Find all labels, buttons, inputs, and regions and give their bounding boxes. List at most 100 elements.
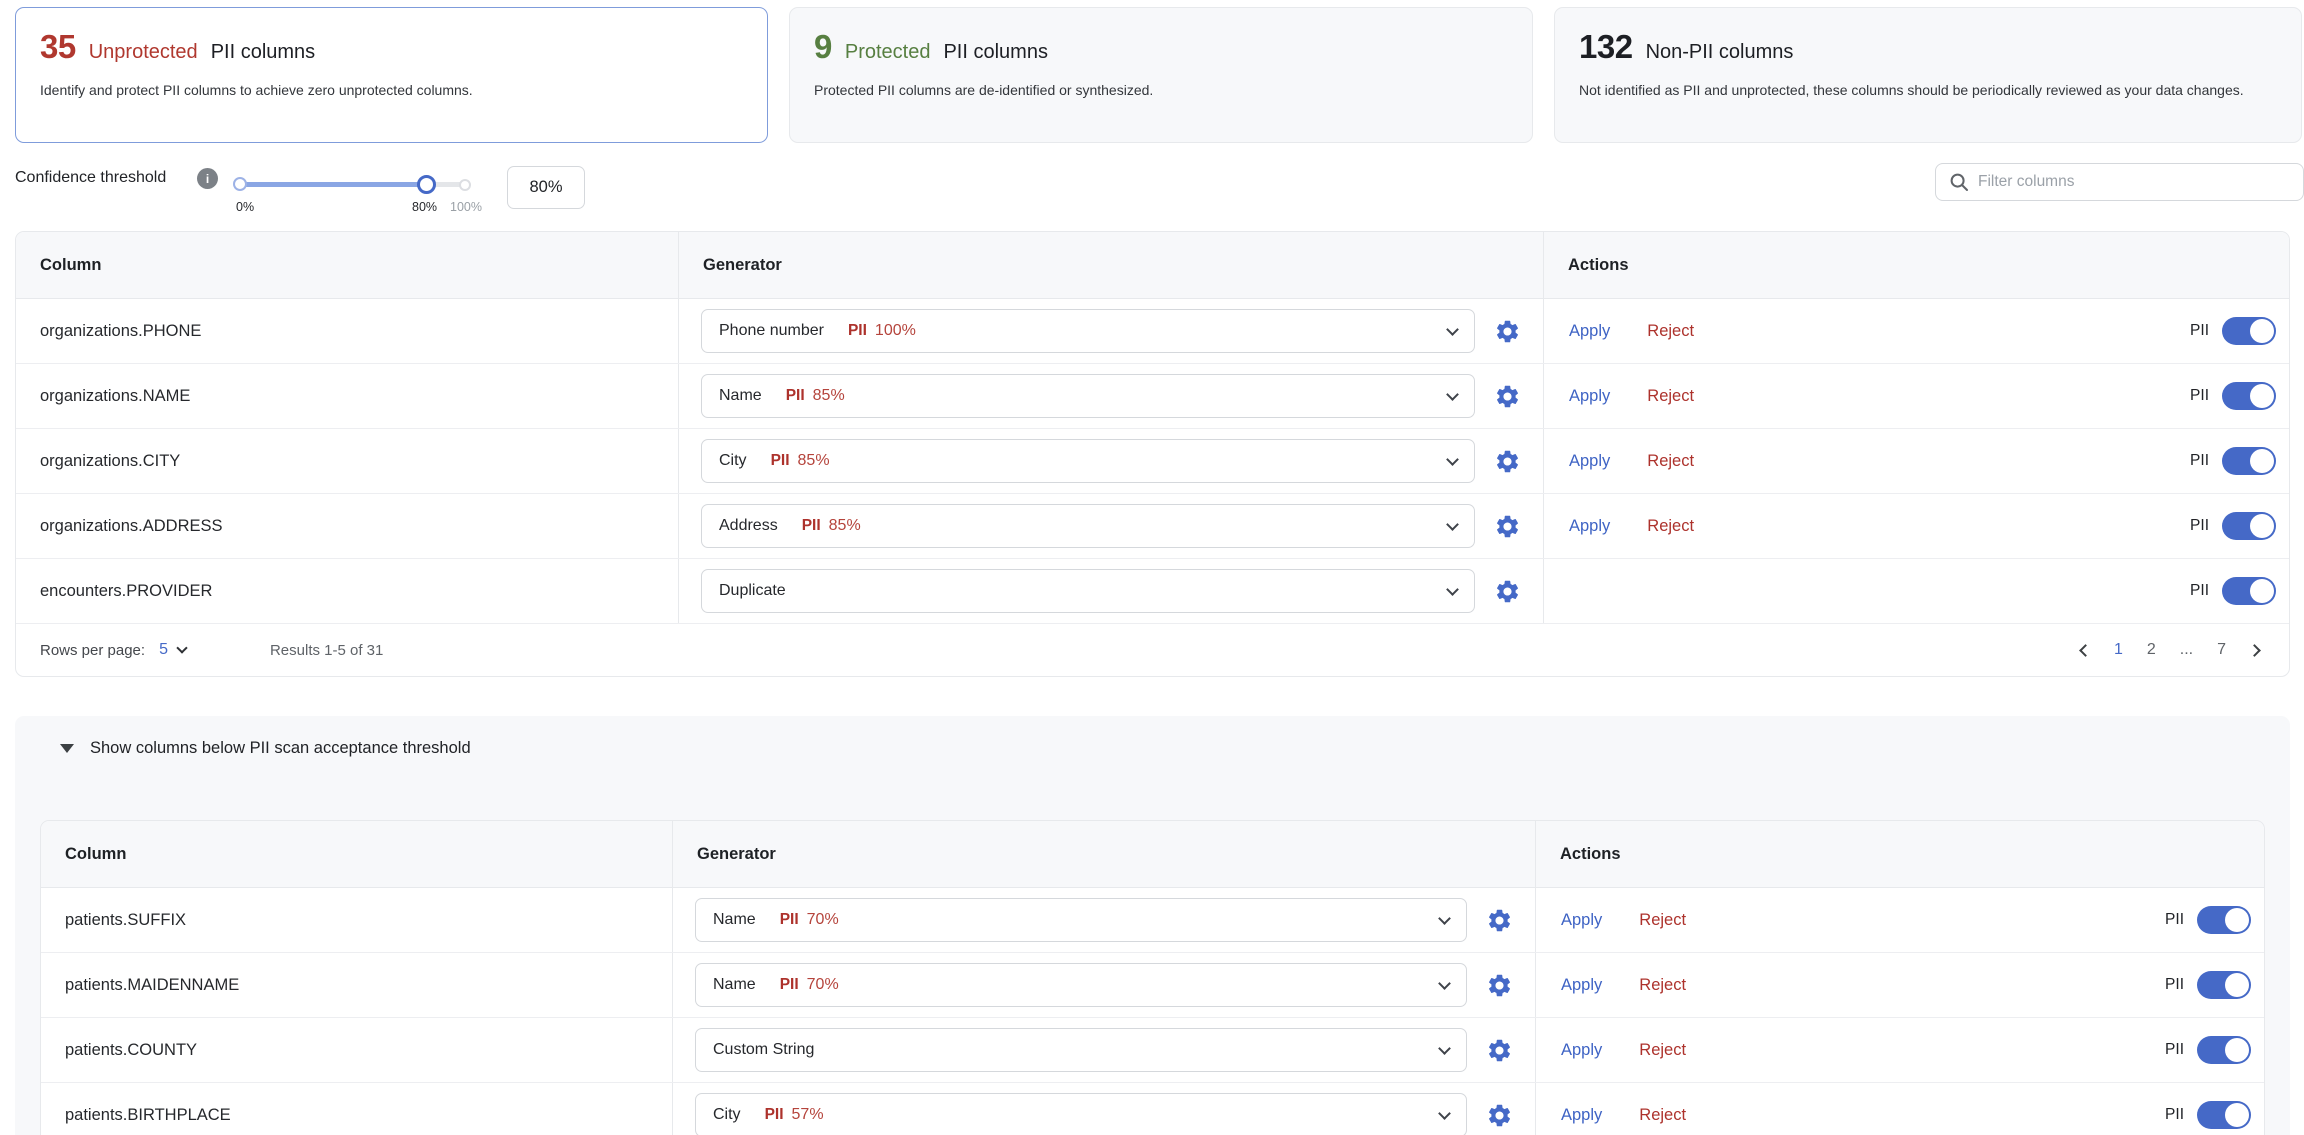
chevron-down-icon <box>1438 977 1451 990</box>
chevron-down-icon[interactable] <box>176 642 188 654</box>
header-actions: Actions <box>1543 232 2289 298</box>
card-unprotected-pii[interactable]: 35 Unprotected PII columns Identify and … <box>15 7 768 143</box>
rows-per-page-select[interactable]: 5 <box>159 641 168 658</box>
card-title-rest: Non-PII columns <box>1645 41 1794 63</box>
generator-pii-badge: PII <box>847 322 867 339</box>
below-threshold-table: Column Generator Actions patients.SUFFIX… <box>40 820 2265 1135</box>
generator-select[interactable]: Name PII 70% <box>695 898 1467 942</box>
gear-icon[interactable] <box>1486 907 1513 934</box>
table-row: organizations.PHONE Phone number PII 100… <box>16 299 2289 364</box>
generator-value: City <box>713 1106 741 1123</box>
column-name: patients.BIRTHPLACE <box>65 1105 231 1124</box>
reject-button[interactable]: Reject <box>1639 1040 1687 1059</box>
generator-select[interactable]: City PII 85% <box>701 439 1475 483</box>
gear-icon[interactable] <box>1494 513 1521 540</box>
chevron-down-icon <box>1438 1042 1451 1055</box>
pii-toggle[interactable] <box>2222 447 2276 475</box>
filter-columns-box <box>1935 163 2304 201</box>
page-button-2[interactable]: 2 <box>2146 641 2156 658</box>
info-icon[interactable]: i <box>197 168 218 189</box>
apply-button[interactable]: Apply <box>1561 910 1603 929</box>
table-row: patients.BIRTHPLACE City PII 57% Apply R… <box>41 1083 2264 1135</box>
apply-button[interactable]: Apply <box>1569 516 1611 535</box>
reject-button[interactable]: Reject <box>1647 451 1695 470</box>
generator-select[interactable]: City PII 57% <box>695 1093 1467 1135</box>
threshold-toolbar: Confidence threshold i 0% 80% 100% 80% <box>0 143 2304 231</box>
reject-button[interactable]: Reject <box>1639 910 1687 929</box>
next-page-icon[interactable] <box>2248 643 2261 657</box>
card-protected-pii[interactable]: 9 Protected PII columns Protected PII co… <box>789 7 1533 143</box>
table-row: patients.SUFFIX Name PII 70% Apply Rejec… <box>41 888 2264 953</box>
apply-button[interactable]: Apply <box>1569 386 1611 405</box>
gear-icon[interactable] <box>1494 318 1521 345</box>
reject-button[interactable]: Reject <box>1647 321 1695 340</box>
generator-select[interactable]: Name PII 70% <box>695 963 1467 1007</box>
reject-button[interactable]: Reject <box>1639 1105 1687 1124</box>
generator-pii-badge: PII <box>801 517 821 534</box>
pii-toggle-group: PII <box>2165 971 2251 999</box>
generator-select[interactable]: Custom String <box>695 1028 1467 1072</box>
previous-page-icon[interactable] <box>2079 643 2092 657</box>
generator-badge-group: PII 70% <box>780 911 839 929</box>
confidence-slider-handle[interactable] <box>417 175 436 194</box>
generator-select[interactable]: Address PII 85% <box>701 504 1475 548</box>
gear-icon[interactable] <box>1494 578 1521 605</box>
card-title: 132 Non-PII columns <box>1579 28 2277 66</box>
filter-columns-input[interactable] <box>1978 173 2278 191</box>
pii-toggle-label: PII <box>2165 1041 2184 1058</box>
apply-button[interactable]: Apply <box>1561 1040 1603 1059</box>
gear-icon[interactable] <box>1494 448 1521 475</box>
threshold-value-box[interactable]: 80% <box>507 166 585 209</box>
page-button-1[interactable]: 1 <box>2113 641 2123 658</box>
pii-toggle[interactable] <box>2222 382 2276 410</box>
generator-select[interactable]: Duplicate <box>701 569 1475 613</box>
pii-toggle[interactable] <box>2197 1036 2251 1064</box>
pii-toggle[interactable] <box>2222 317 2276 345</box>
column-name: patients.MAIDENNAME <box>65 975 240 994</box>
header-generator: Generator <box>672 821 1535 887</box>
generator-select[interactable]: Phone number PII 100% <box>701 309 1475 353</box>
gear-icon[interactable] <box>1486 1037 1513 1064</box>
pii-toggle[interactable] <box>2197 906 2251 934</box>
pii-toggle-label: PII <box>2165 976 2184 993</box>
page-button-7[interactable]: 7 <box>2217 641 2226 658</box>
row-actions: Apply Reject <box>1569 517 1694 536</box>
gear-icon[interactable] <box>1486 1102 1513 1129</box>
chevron-down-icon <box>1438 1107 1451 1120</box>
reject-button[interactable]: Reject <box>1639 975 1687 994</box>
reject-button[interactable]: Reject <box>1647 386 1695 405</box>
table-row: patients.MAIDENNAME Name PII 70% Apply R… <box>41 953 2264 1018</box>
rows-per-page-label: Rows per page: <box>40 641 146 659</box>
row-actions: Apply Reject <box>1569 322 1694 341</box>
gear-icon[interactable] <box>1486 972 1513 999</box>
generator-select[interactable]: Name PII 85% <box>701 374 1475 418</box>
pii-toggle[interactable] <box>2222 577 2276 605</box>
reject-button[interactable]: Reject <box>1647 516 1695 535</box>
pii-toggle[interactable] <box>2197 971 2251 999</box>
generator-badge-group: PII 85% <box>786 387 845 405</box>
below-threshold-panel: Show columns below PII scan acceptance t… <box>15 716 2290 1135</box>
row-actions: Apply Reject <box>1561 1041 1686 1060</box>
pii-toggle-group: PII <box>2165 906 2251 934</box>
below-threshold-toggle[interactable]: Show columns below PII scan acceptance t… <box>15 716 2290 780</box>
generator-confidence: 85% <box>812 387 845 404</box>
apply-button[interactable]: Apply <box>1561 1105 1603 1124</box>
apply-button[interactable]: Apply <box>1569 321 1611 340</box>
row-actions: Apply Reject <box>1561 1106 1686 1125</box>
confidence-slider-track[interactable] <box>240 182 471 187</box>
card-highlight: Unprotected <box>88 41 198 63</box>
generator-pii-badge: PII <box>764 1106 784 1123</box>
gear-icon[interactable] <box>1494 383 1521 410</box>
pii-toggle[interactable] <box>2222 512 2276 540</box>
card-non-pii[interactable]: 132 Non-PII columns Not identified as PI… <box>1554 7 2302 143</box>
table-row: organizations.NAME Name PII 85% Apply Re… <box>16 364 2289 429</box>
slider-tick-0: 0% <box>236 200 255 214</box>
apply-button[interactable]: Apply <box>1569 451 1611 470</box>
apply-button[interactable]: Apply <box>1561 975 1603 994</box>
column-name: encounters.PROVIDER <box>40 581 213 600</box>
pii-toggle[interactable] <box>2197 1101 2251 1129</box>
generator-badge-group: PII 85% <box>802 517 861 535</box>
card-title: 9 Protected PII columns <box>814 28 1508 66</box>
card-highlight: Protected <box>844 41 931 63</box>
table-row: organizations.ADDRESS Address PII 85% Ap… <box>16 494 2289 559</box>
